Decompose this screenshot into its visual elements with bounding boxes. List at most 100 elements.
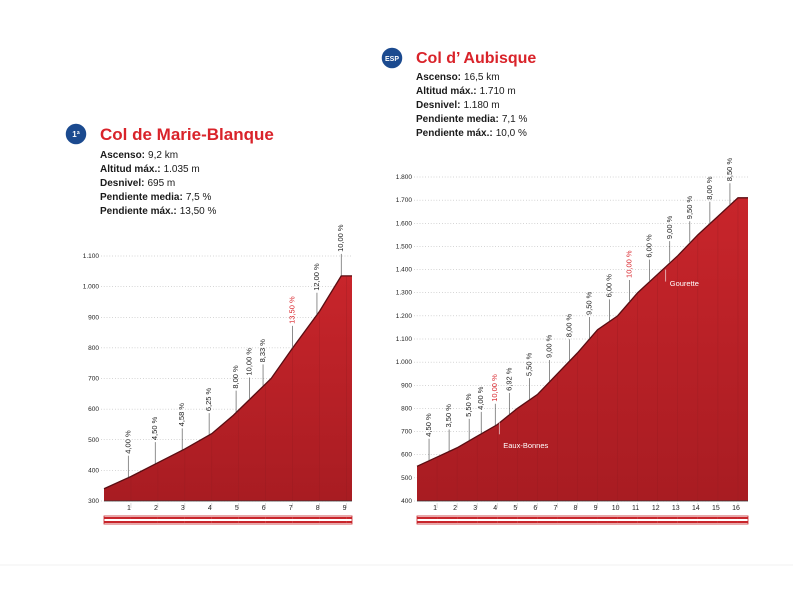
x-tick-label: 8 bbox=[574, 505, 578, 512]
x-tick-label: 5 bbox=[235, 505, 239, 512]
x-tick-label: 15 bbox=[712, 505, 720, 512]
km-strip bbox=[416, 515, 749, 525]
km-strip-bar bbox=[657, 517, 678, 519]
gradient-label: 6,92 % bbox=[504, 367, 513, 391]
x-tick-label: 14 bbox=[692, 505, 700, 512]
y-tick-label: 1.000 bbox=[396, 359, 413, 366]
km-strip-bar bbox=[437, 517, 458, 519]
category-badge-label: ESP bbox=[385, 56, 399, 63]
km-strip-bar bbox=[417, 521, 438, 523]
stat-value: 1.035 m bbox=[164, 164, 200, 175]
stat-label: Pendiente máx.: bbox=[100, 206, 177, 217]
stat-value: 7,5 % bbox=[186, 192, 212, 203]
stat-value: 695 m bbox=[147, 178, 175, 189]
stat-label: Altitud máx.: bbox=[100, 164, 161, 175]
y-tick-label: 1.700 bbox=[396, 197, 413, 204]
aubisque-panel: ESP Col d’ Aubisque Ascenso: 16,5 km Altitud… bbox=[380, 46, 749, 525]
x-tick-label: 6 bbox=[533, 505, 537, 512]
stat-label: Desnivel: bbox=[416, 100, 460, 111]
km-strip-bar bbox=[617, 521, 638, 523]
km-strip-bar bbox=[597, 517, 618, 519]
km-strip-bar bbox=[265, 521, 293, 523]
gradient-label: 8,50 % bbox=[725, 158, 734, 182]
km-strip-bar bbox=[238, 521, 266, 523]
y-tick-label: 1.000 bbox=[83, 284, 100, 291]
gradient-label: 9,50 % bbox=[685, 196, 694, 220]
km-strip-bar bbox=[292, 517, 320, 519]
km-strip-bar bbox=[617, 517, 638, 519]
gradient-label: 8,00 % bbox=[705, 176, 714, 200]
km-strip-bar bbox=[497, 517, 518, 519]
km-strip-bar bbox=[557, 521, 578, 523]
km-strip-bar bbox=[184, 517, 212, 519]
km-strip-bar bbox=[238, 517, 266, 519]
km-strip-bar bbox=[517, 521, 538, 523]
km-strip-bar bbox=[677, 517, 698, 519]
stat-line: Pendiente máx.: 10,0 % bbox=[416, 128, 527, 139]
km-strip-bar bbox=[517, 517, 538, 519]
stat-value: 1.180 m bbox=[463, 100, 499, 111]
y-tick-label: 400 bbox=[401, 498, 412, 505]
y-tick-label: 800 bbox=[401, 405, 412, 412]
x-tick-label: 5 bbox=[513, 505, 517, 512]
gradient-label: 9,50 % bbox=[585, 291, 594, 315]
km-strip-bar bbox=[130, 517, 158, 519]
stat-line: Altitud máx.: 1.035 m bbox=[100, 164, 200, 175]
stat-value: 7,1 % bbox=[502, 114, 528, 125]
km-strip-bar bbox=[319, 521, 347, 523]
gradient-label: 10,00 % bbox=[490, 374, 499, 402]
km-strip-bar bbox=[457, 517, 478, 519]
climb-title: Col de Marie-Blanque bbox=[100, 125, 274, 144]
gradient-label: 12,00 % bbox=[312, 263, 321, 291]
x-tick-label: 10 bbox=[612, 505, 620, 512]
y-tick-label: 700 bbox=[401, 429, 412, 436]
x-tick-label: 6 bbox=[262, 505, 266, 512]
km-strip-bar bbox=[737, 521, 748, 523]
x-tick-label: 2 bbox=[154, 505, 158, 512]
gradient-label: 8,00 % bbox=[231, 365, 240, 389]
x-tick-label: 7 bbox=[553, 505, 557, 512]
gradient-label: 5,50 % bbox=[524, 352, 533, 376]
gradient-label: 10,00 % bbox=[245, 348, 254, 376]
km-strip-bar bbox=[346, 521, 352, 523]
y-tick-label: 1.100 bbox=[83, 253, 100, 260]
km-strip-bar bbox=[497, 521, 518, 523]
km-strip-bar bbox=[417, 517, 438, 519]
marie-blanque-panel: 1ª Col de Marie-Blanque Ascenso: 9,2 km Alti… bbox=[64, 122, 353, 525]
gradient-label: 4,50 % bbox=[150, 416, 159, 440]
elevation-area bbox=[104, 275, 352, 501]
stat-label: Pendiente media: bbox=[100, 192, 183, 203]
stat-value: 13,50 % bbox=[180, 206, 217, 217]
gradient-label: 8,00 % bbox=[564, 314, 573, 338]
stat-value: 9,2 km bbox=[148, 150, 178, 161]
x-tick-label: 1 bbox=[433, 505, 437, 512]
stat-label: Ascenso: bbox=[416, 72, 461, 83]
x-tick-label: 4 bbox=[208, 505, 212, 512]
km-strip-bar bbox=[477, 517, 498, 519]
stat-value: 10,0 % bbox=[496, 128, 527, 139]
km-strip-bar bbox=[130, 521, 158, 523]
km-strip-bar bbox=[346, 517, 352, 519]
category-badge-label: 1ª bbox=[72, 130, 79, 139]
place-label: Gourette bbox=[670, 279, 699, 288]
stat-line: Pendiente media: 7,1 % bbox=[416, 114, 527, 125]
y-tick-label: 600 bbox=[401, 452, 412, 459]
stat-label: Pendiente media: bbox=[416, 114, 499, 125]
y-tick-label: 900 bbox=[401, 382, 412, 389]
km-strip-bar bbox=[537, 517, 558, 519]
y-tick-label: 1.400 bbox=[396, 267, 413, 274]
km-strip-bar bbox=[211, 521, 239, 523]
gradient-label: 6,00 % bbox=[645, 234, 654, 258]
gradient-label: 3,50 % bbox=[444, 404, 453, 428]
y-tick-label: 1.500 bbox=[396, 243, 413, 250]
km-strip-bar bbox=[677, 521, 698, 523]
y-tick-label: 600 bbox=[88, 406, 99, 413]
km-strip-bar bbox=[577, 521, 598, 523]
x-tick-label: 9 bbox=[343, 505, 347, 512]
gradient-label: 6,00 % bbox=[605, 274, 614, 298]
elevation-area bbox=[417, 197, 748, 502]
km-strip-bar bbox=[477, 521, 498, 523]
gradient-label: 9,00 % bbox=[665, 215, 674, 239]
km-strip-bar bbox=[157, 517, 185, 519]
